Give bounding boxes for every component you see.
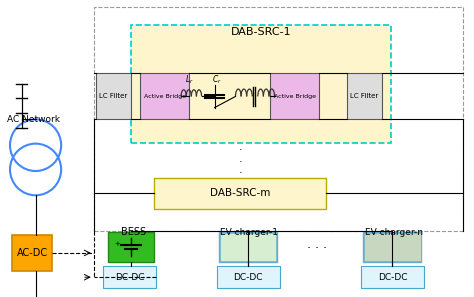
FancyBboxPatch shape — [12, 235, 52, 271]
Text: DAB-SRC-1: DAB-SRC-1 — [231, 27, 292, 37]
Text: ·
·
·: · · · — [238, 145, 242, 178]
Text: LC Filter: LC Filter — [100, 93, 128, 99]
FancyBboxPatch shape — [219, 232, 277, 262]
FancyBboxPatch shape — [154, 178, 326, 209]
FancyBboxPatch shape — [96, 73, 131, 119]
Text: Active Bridge: Active Bridge — [144, 94, 186, 99]
Text: BESS: BESS — [121, 227, 146, 237]
FancyBboxPatch shape — [108, 232, 154, 262]
Text: EV charger-n: EV charger-n — [365, 228, 423, 237]
Text: AC-DC: AC-DC — [17, 248, 48, 258]
Text: AC Network: AC Network — [7, 115, 60, 124]
FancyBboxPatch shape — [270, 73, 319, 119]
FancyBboxPatch shape — [131, 25, 391, 143]
Text: DAB-SRC-m: DAB-SRC-m — [210, 188, 270, 198]
FancyBboxPatch shape — [365, 233, 420, 261]
Text: $C_r$: $C_r$ — [212, 74, 222, 86]
Text: Active Bridge: Active Bridge — [274, 94, 316, 99]
FancyBboxPatch shape — [103, 266, 156, 288]
Text: EV charger-1: EV charger-1 — [220, 228, 278, 237]
FancyBboxPatch shape — [217, 266, 280, 288]
Text: · · ·: · · · — [307, 242, 327, 255]
FancyBboxPatch shape — [140, 73, 189, 119]
Text: DC-DC: DC-DC — [115, 273, 145, 282]
FancyBboxPatch shape — [347, 73, 382, 119]
FancyBboxPatch shape — [364, 232, 421, 262]
FancyBboxPatch shape — [361, 266, 424, 288]
Text: DC-DC: DC-DC — [234, 273, 263, 282]
FancyBboxPatch shape — [220, 233, 276, 261]
Text: $L_r$: $L_r$ — [185, 74, 193, 86]
Text: DC-DC: DC-DC — [378, 273, 407, 282]
Text: LC Filter: LC Filter — [350, 93, 379, 99]
Text: +: + — [114, 241, 120, 247]
